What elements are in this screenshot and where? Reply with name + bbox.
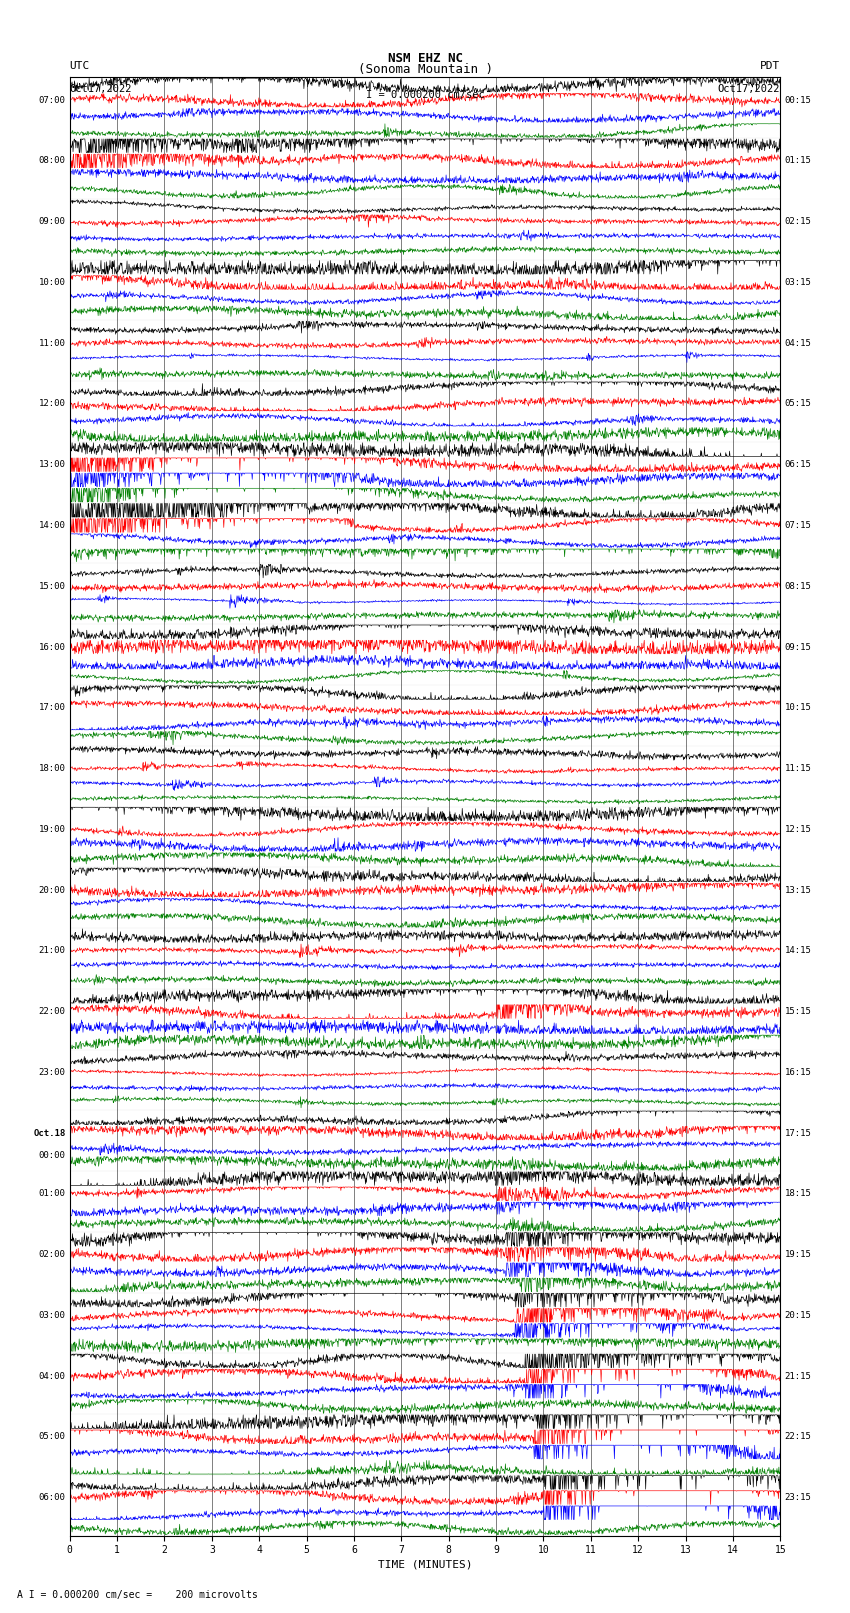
Text: 00:15: 00:15: [785, 95, 812, 105]
Text: 12:15: 12:15: [785, 824, 812, 834]
Text: 07:00: 07:00: [38, 95, 65, 105]
Text: 23:00: 23:00: [38, 1068, 65, 1077]
Text: 18:15: 18:15: [785, 1189, 812, 1198]
Text: 21:00: 21:00: [38, 947, 65, 955]
Text: 06:15: 06:15: [785, 460, 812, 469]
Text: UTC: UTC: [70, 61, 90, 71]
Text: 10:15: 10:15: [785, 703, 812, 713]
Text: 21:15: 21:15: [785, 1371, 812, 1381]
Text: 04:15: 04:15: [785, 339, 812, 348]
Text: 15:15: 15:15: [785, 1007, 812, 1016]
Text: Oct17,2022: Oct17,2022: [717, 84, 780, 94]
Text: 11:00: 11:00: [38, 339, 65, 348]
Text: NSM EHZ NC: NSM EHZ NC: [388, 52, 462, 65]
Text: 05:00: 05:00: [38, 1432, 65, 1442]
Text: 16:15: 16:15: [785, 1068, 812, 1077]
Text: 13:00: 13:00: [38, 460, 65, 469]
Text: 03:15: 03:15: [785, 277, 812, 287]
Text: A I = 0.000200 cm/sec =    200 microvolts: A I = 0.000200 cm/sec = 200 microvolts: [17, 1590, 258, 1600]
Text: (Sonoma Mountain ): (Sonoma Mountain ): [358, 63, 492, 76]
Text: 22:15: 22:15: [785, 1432, 812, 1442]
Text: 02:00: 02:00: [38, 1250, 65, 1260]
Text: 09:00: 09:00: [38, 218, 65, 226]
Text: 14:15: 14:15: [785, 947, 812, 955]
X-axis label: TIME (MINUTES): TIME (MINUTES): [377, 1560, 473, 1569]
Text: 04:00: 04:00: [38, 1371, 65, 1381]
Text: Oct17,2022: Oct17,2022: [70, 84, 133, 94]
Text: 17:15: 17:15: [785, 1129, 812, 1137]
Text: 22:00: 22:00: [38, 1007, 65, 1016]
Text: PDT: PDT: [760, 61, 780, 71]
Text: 16:00: 16:00: [38, 642, 65, 652]
Text: 07:15: 07:15: [785, 521, 812, 531]
Text: Oct.18: Oct.18: [33, 1129, 65, 1137]
Text: I = 0.000200 cm/sec: I = 0.000200 cm/sec: [366, 90, 484, 100]
Text: 12:00: 12:00: [38, 400, 65, 408]
Text: 01:15: 01:15: [785, 156, 812, 166]
Text: 19:00: 19:00: [38, 824, 65, 834]
Text: 08:15: 08:15: [785, 582, 812, 590]
Text: 09:15: 09:15: [785, 642, 812, 652]
Text: 11:15: 11:15: [785, 765, 812, 773]
Text: 20:00: 20:00: [38, 886, 65, 895]
Text: 06:00: 06:00: [38, 1494, 65, 1502]
Text: 19:15: 19:15: [785, 1250, 812, 1260]
Text: 23:15: 23:15: [785, 1494, 812, 1502]
Text: 10:00: 10:00: [38, 277, 65, 287]
Text: 02:15: 02:15: [785, 218, 812, 226]
Text: 14:00: 14:00: [38, 521, 65, 531]
Text: 08:00: 08:00: [38, 156, 65, 166]
Text: 01:00: 01:00: [38, 1189, 65, 1198]
Text: 00:00: 00:00: [38, 1152, 65, 1160]
Text: 05:15: 05:15: [785, 400, 812, 408]
Text: 15:00: 15:00: [38, 582, 65, 590]
Text: 20:15: 20:15: [785, 1311, 812, 1319]
Text: 17:00: 17:00: [38, 703, 65, 713]
Text: 18:00: 18:00: [38, 765, 65, 773]
Text: 13:15: 13:15: [785, 886, 812, 895]
Text: 03:00: 03:00: [38, 1311, 65, 1319]
